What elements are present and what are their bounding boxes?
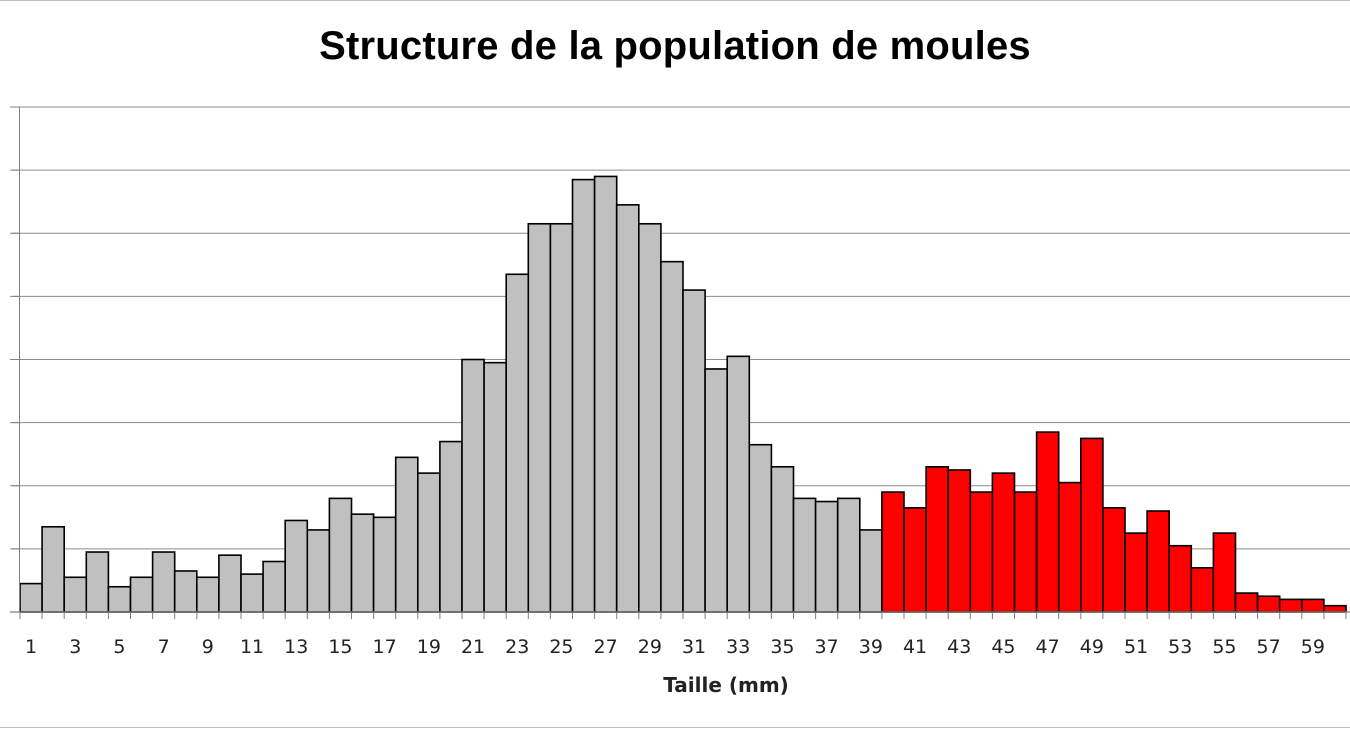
bar-7	[151, 551, 176, 613]
x-tick-label: 47	[1036, 636, 1060, 658]
bar-6	[129, 576, 154, 613]
x-tick-label: 1	[25, 636, 37, 658]
bar-19	[416, 472, 441, 613]
bar-59	[1301, 598, 1325, 613]
x-tick-label: 35	[770, 636, 794, 658]
bar-25	[549, 222, 574, 613]
bar-4	[85, 551, 110, 613]
bar-33	[726, 355, 751, 613]
bar-55	[1212, 532, 1237, 613]
x-tick-label: 17	[373, 636, 397, 658]
bar-42	[925, 466, 949, 613]
x-tick-label: 37	[815, 636, 839, 658]
x-axis-label: Taille (mm)	[663, 673, 789, 697]
bar-40	[881, 491, 905, 613]
bar-29	[637, 222, 662, 613]
bar-8	[173, 570, 198, 613]
bar-31	[682, 289, 706, 613]
bar-17	[372, 516, 397, 613]
bar-50	[1102, 507, 1126, 613]
x-tick-label: 45	[991, 636, 1015, 658]
x-tick-label: 23	[505, 636, 529, 658]
bar-3	[63, 576, 88, 613]
bar-46	[1013, 491, 1038, 613]
bar-43	[947, 469, 972, 613]
bar-48	[1057, 481, 1082, 613]
bar-30	[660, 260, 684, 613]
x-tick-label: 51	[1124, 636, 1148, 658]
bar-38	[836, 497, 861, 613]
bar-20	[439, 440, 463, 613]
x-tick-label: 25	[549, 636, 573, 658]
bar-16	[350, 513, 375, 613]
x-tick-label: 39	[859, 636, 883, 658]
x-tick-label: 31	[682, 636, 706, 658]
bar-45	[991, 472, 1016, 613]
bar-5	[107, 585, 132, 613]
bar-57	[1256, 595, 1281, 613]
bar-37	[814, 500, 839, 613]
bar-58	[1278, 598, 1303, 613]
bar-44	[969, 491, 994, 613]
x-tick-label: 7	[158, 636, 170, 658]
bar-21	[461, 358, 485, 613]
bar-22	[483, 361, 508, 613]
bar-53	[1168, 544, 1193, 613]
bar-13	[284, 519, 309, 613]
x-tick-label: 41	[903, 636, 927, 658]
x-tick-label: 5	[113, 636, 125, 658]
x-tick-label: 59	[1301, 636, 1325, 658]
bar-14	[306, 529, 331, 613]
x-tick-label: 13	[284, 636, 308, 658]
x-tick-label: 3	[69, 636, 81, 658]
bar-27	[593, 175, 618, 613]
bar-54	[1190, 567, 1215, 613]
x-tick-label: 15	[328, 636, 352, 658]
bar-60	[1323, 604, 1347, 613]
bar-2	[41, 525, 65, 613]
bar-12	[262, 560, 287, 613]
bar-26	[571, 178, 596, 613]
chart-frame-bottom-border	[0, 727, 1350, 728]
x-tick-label: 33	[726, 636, 750, 658]
x-tick-label: 55	[1212, 636, 1236, 658]
bar-56	[1234, 592, 1259, 613]
x-tick-label: 21	[461, 636, 485, 658]
x-tick-label: 29	[638, 636, 662, 658]
bar-11	[240, 573, 264, 613]
x-tick-label: 49	[1080, 636, 1104, 658]
bar-51	[1124, 532, 1148, 613]
bar-23	[505, 273, 530, 613]
x-axis-ticks	[12, 106, 1347, 619]
x-tick-label: 9	[202, 636, 214, 658]
chart-frame-top-border	[0, 0, 1350, 1]
bar-32	[704, 368, 728, 613]
bar-34	[748, 443, 773, 613]
bars	[19, 175, 1347, 613]
x-tick-label: 19	[417, 636, 441, 658]
x-axis-tick-labels: 1 3 5 7 9 11 13 15 17 19 21 23 25 27 29 31 33 35 37 39 41 43 4…	[25, 636, 1325, 658]
bar-47	[1035, 431, 1060, 613]
bar-9	[196, 576, 220, 613]
x-tick-label: 11	[240, 636, 264, 658]
bar-39	[858, 529, 883, 613]
bar-15	[328, 497, 353, 613]
bar-28	[615, 204, 640, 613]
bar-35	[770, 466, 795, 613]
bar-24	[527, 222, 552, 613]
x-tick-label: 53	[1168, 636, 1192, 658]
bar-1	[19, 582, 43, 613]
bar-52	[1146, 510, 1170, 613]
x-tick-label: 57	[1257, 636, 1281, 658]
bar-49	[1080, 437, 1104, 613]
chart-title: Structure de la population de moules	[319, 24, 1031, 68]
bar-10	[218, 554, 242, 613]
x-tick-label: 43	[947, 636, 971, 658]
bar-36	[792, 497, 817, 613]
bar-18	[394, 456, 419, 613]
x-tick-label: 27	[594, 636, 618, 658]
bar-41	[903, 507, 927, 613]
